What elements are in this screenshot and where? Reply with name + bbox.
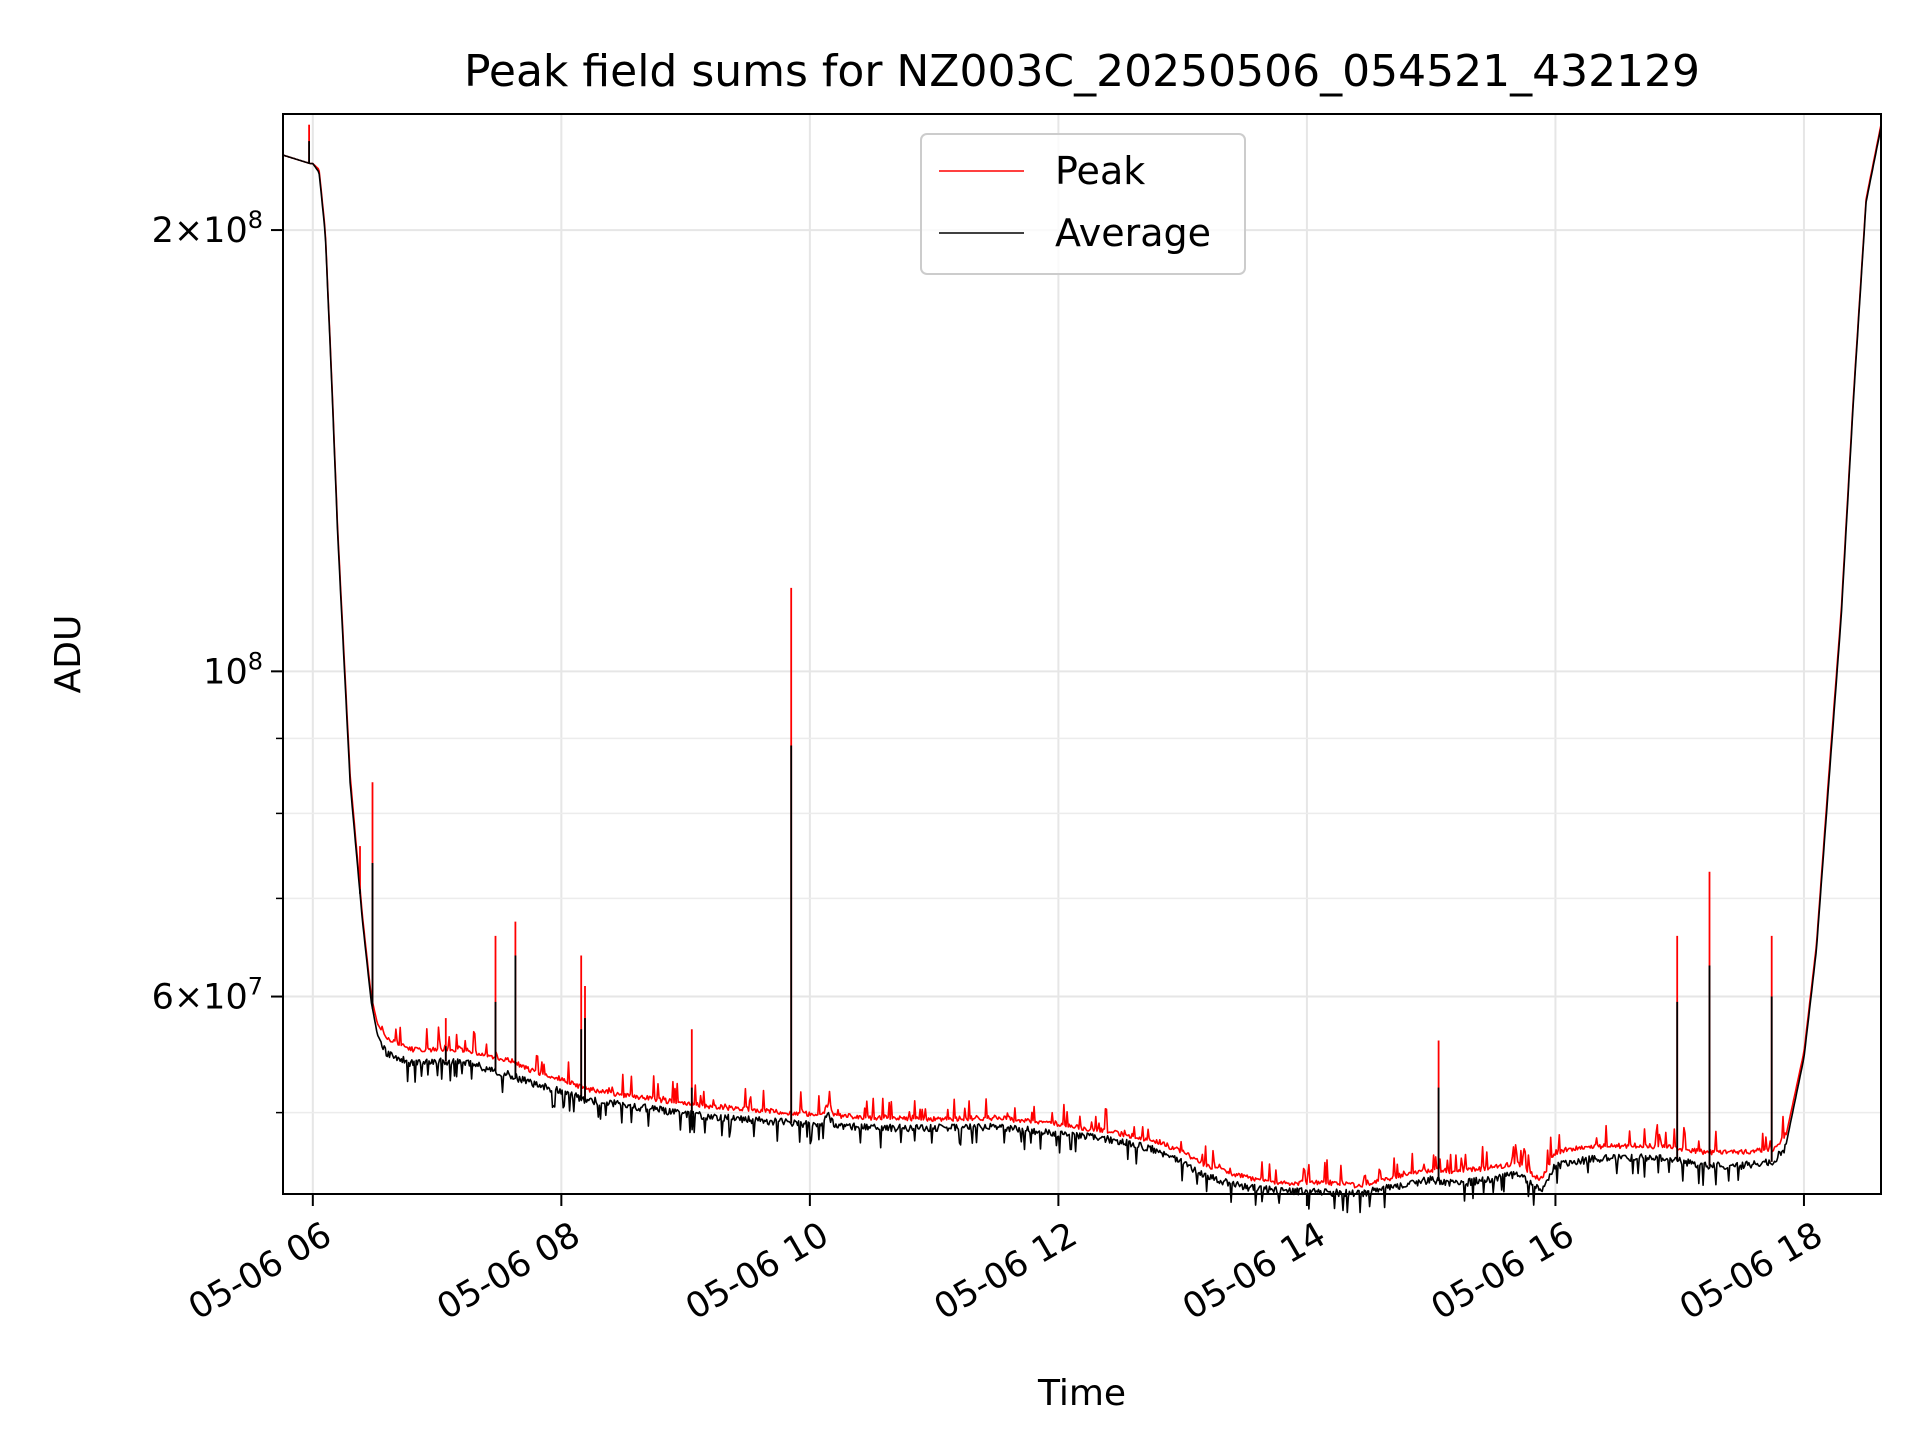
- y-axis: 6×107 108 2×108: [152, 206, 283, 1018]
- legend: Peak Average: [920, 133, 1246, 275]
- y-tick-label: 6×107: [152, 973, 263, 1018]
- legend-peak-label: Peak: [1055, 149, 1145, 193]
- legend-average-label: Average: [1055, 211, 1211, 255]
- chart-title: Peak field sums for NZ003C_20250506_0545…: [464, 46, 1700, 97]
- y-axis-title: ADU: [48, 615, 89, 694]
- series-line-peak: [282, 124, 1882, 1189]
- y-tick-label: 108: [203, 647, 263, 692]
- y-tick-label: 2×108: [152, 206, 263, 251]
- legend-box: [920, 133, 1246, 275]
- series-line-average: [282, 127, 1882, 1214]
- series: [282, 124, 1882, 1214]
- y-minor-ticks: [276, 737, 283, 1114]
- plot-frame: [282, 113, 1882, 1195]
- x-axis-title: Time: [1037, 1373, 1126, 1414]
